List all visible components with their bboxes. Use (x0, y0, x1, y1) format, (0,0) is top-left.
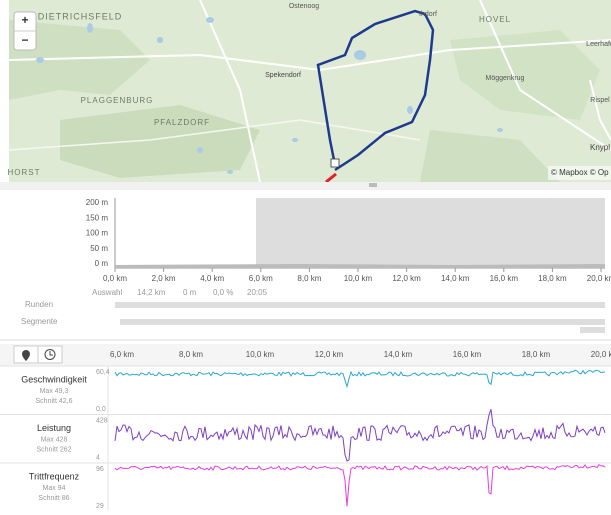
x-tick-label: 18,0 km (522, 350, 551, 359)
map-label: Spekendorf (265, 72, 301, 79)
metric-avg: Schnitt 86 (38, 495, 69, 502)
row-label: Runden (25, 300, 53, 309)
metric-trace (114, 464, 606, 507)
selection-stat: 0 m (183, 288, 197, 297)
selection-stat: 0,0 % (213, 288, 233, 297)
x-tick-label: 8,0 km (297, 274, 321, 283)
x-tick-label: 6,0 km (110, 350, 134, 359)
selection-stat: 14,2 km (137, 288, 166, 297)
map-features (8, 0, 611, 183)
metric-avg: Schnitt 262 (36, 446, 71, 453)
map-label: DIETRICHSFELD (38, 11, 123, 21)
segments-bar (580, 327, 605, 333)
zoom-out[interactable]: − (21, 33, 28, 47)
metric-name: Leistung (37, 423, 71, 433)
metric-name: Geschwindigkeit (21, 374, 87, 384)
x-tick-label: 8,0 km (179, 350, 203, 359)
x-tick-label: 10,0 km (246, 350, 275, 359)
x-tick-label: 10,0 km (344, 274, 373, 283)
x-tick-label: 4,0 km (200, 274, 224, 283)
y-tick-label: 50 m (90, 244, 108, 253)
map-label: Ihdorf (419, 11, 437, 18)
metric-trace (114, 409, 606, 462)
x-tick-label: 12,0 km (315, 350, 344, 359)
x-tick-label: 0,0 km (103, 274, 127, 283)
axis-bottom: 0,0 (96, 406, 106, 413)
x-tick-label: 16,0 km (490, 274, 519, 283)
laps-bar (115, 302, 605, 308)
splitter (0, 182, 611, 190)
axis-bottom: 4 (96, 454, 100, 461)
map-label: PFALZDORF (154, 118, 210, 127)
map-label: HOVEL (479, 15, 511, 24)
metric-avg: Schnitt 42,6 (36, 398, 73, 405)
axis-bottom: 29 (96, 503, 104, 510)
clock-icon (44, 349, 56, 360)
metric-max: Max 428 (41, 436, 68, 443)
x-tick-label: 20,0 km (587, 274, 611, 283)
map-label: Möggenkrug (486, 75, 525, 82)
map-label: Rispel (590, 97, 610, 104)
row-label: Segmente (21, 317, 58, 326)
splitter-handle[interactable] (369, 183, 377, 187)
y-tick-label: 100 m (86, 229, 109, 238)
zoom-control (13, 11, 37, 51)
y-tick-label: 0 m (95, 259, 109, 268)
segments-bar (120, 319, 605, 325)
start-marker (330, 158, 340, 168)
axis-top: 96 (96, 466, 104, 473)
zoom-in[interactable]: + (21, 13, 28, 27)
pin-icon (22, 350, 30, 361)
metric-name: Trittfrequenz (29, 471, 80, 481)
metric-max: Max 94 (43, 485, 66, 492)
map-label: Knypl (590, 143, 610, 152)
clock-hand (49, 351, 53, 356)
route-position (325, 172, 337, 184)
x-tick-label: 14,0 km (384, 350, 413, 359)
route (316, 9, 435, 172)
x-tick-label: 6,0 km (249, 274, 273, 283)
map-attribution: © Mapbox © Op (551, 168, 609, 177)
axis-top: 428 (96, 417, 108, 424)
x-tick-label: 14,0 km (441, 274, 470, 283)
axis-top: 60,4 (96, 369, 110, 376)
map-label: Ostenoog (289, 3, 319, 10)
attribution-bg (548, 166, 611, 180)
elevation-profile (115, 264, 605, 268)
x-tick-label: 18,0 km (538, 274, 567, 283)
map-label: HORST (8, 168, 41, 177)
y-tick-label: 150 m (86, 213, 109, 222)
selection-area (256, 198, 605, 268)
x-tick-label: 12,0 km (392, 274, 421, 283)
toolbar (0, 344, 611, 366)
x-tick-label: 2,0 km (152, 274, 176, 283)
selection-stat: Auswahl (92, 288, 122, 297)
x-tick-label: 20,0 km (591, 350, 611, 359)
metric-trace (114, 369, 606, 389)
x-tick-label: 16,0 km (453, 350, 482, 359)
selection-stat: 20:05 (247, 288, 268, 297)
y-tick-label: 200 m (86, 198, 109, 207)
map-label: PLAGGENBURG (81, 96, 154, 105)
map-label: Leerhafe (586, 41, 611, 48)
metric-max: Max 49,3 (40, 388, 69, 395)
